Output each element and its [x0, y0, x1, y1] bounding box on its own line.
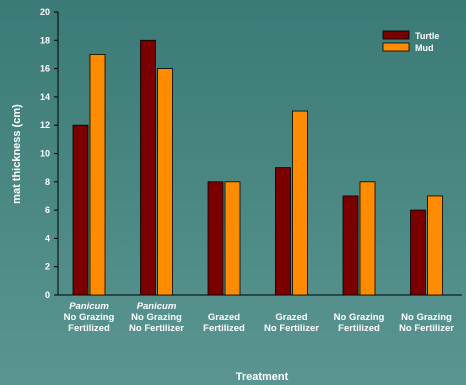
plot-area: 0 2 4 6 8 10 12 14 16 18 20 Panicum No Grazing Fertil…	[40, 7, 462, 334]
y-tick-label: 12	[40, 120, 50, 130]
legend-swatch-mud	[382, 42, 410, 52]
x-category-label: Grazed Fertilized	[203, 312, 245, 334]
bar-turtle-5	[342, 195, 359, 296]
x-axis-title: Treatment	[236, 371, 289, 383]
bar-turtle-6	[410, 209, 426, 296]
bar-turtle-4	[275, 167, 291, 296]
y-tick-label: 6	[45, 205, 50, 215]
y-tick-label: 20	[40, 7, 50, 17]
y-tick-label: 14	[40, 92, 50, 102]
bar-mud-4	[292, 110, 308, 296]
x-category-label: No Grazing Fertilized	[334, 312, 385, 334]
bar-mud-3	[224, 181, 241, 296]
bar-turtle-1	[72, 124, 89, 296]
y-tick-label: 16	[40, 64, 50, 74]
bar-mud-5	[359, 181, 376, 296]
x-category-label: Panicum No Grazing Fertilized	[64, 301, 115, 334]
y-axis-title: mat thickness (cm)	[11, 104, 23, 204]
x-category-label: Panicum No Grazing No Fertilizer	[129, 301, 184, 334]
y-tick-label: 4	[45, 233, 50, 243]
bar-mud-2	[157, 68, 173, 296]
legend-label-turtle: Turtle	[415, 31, 439, 41]
y-tick-label: 10	[40, 149, 50, 159]
legend-label-mud: Mud	[415, 43, 434, 53]
y-tick-label: 2	[45, 262, 50, 272]
bar-mud-6	[427, 195, 443, 296]
x-category-label: No Grazing No Fertilizer	[399, 312, 454, 334]
y-tick-label: 18	[40, 35, 50, 45]
y-tick-label: 8	[45, 177, 50, 187]
bar-turtle-2	[140, 39, 156, 296]
legend: Turtle Mud	[382, 30, 439, 53]
x-category-label: Grazed No Fertilizer	[264, 312, 319, 334]
legend-swatch-turtle	[382, 30, 410, 40]
y-tick-label: 0	[45, 290, 50, 300]
bar-mud-1	[89, 54, 106, 296]
bar-turtle-3	[207, 181, 224, 296]
